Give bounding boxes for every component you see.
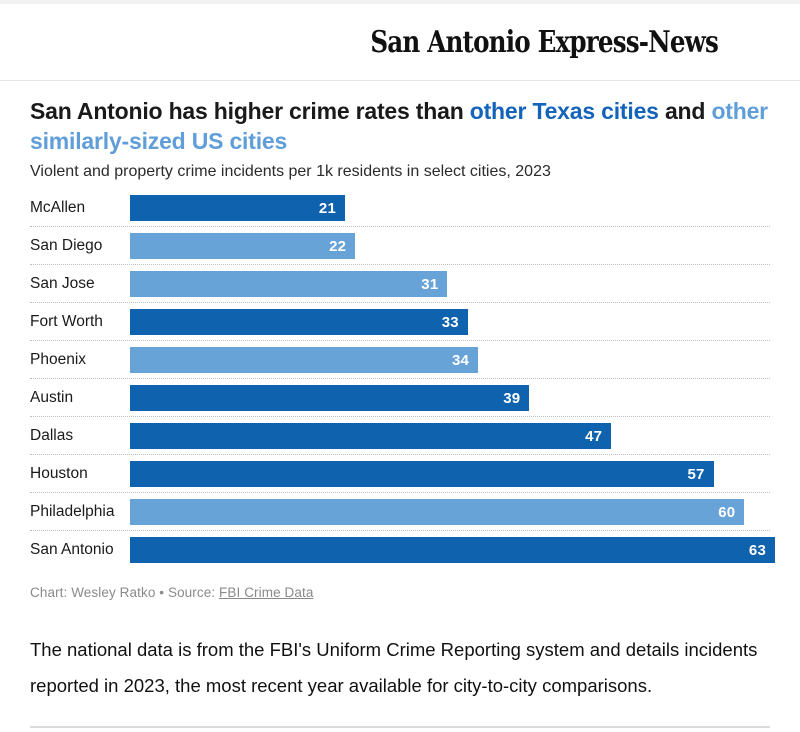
bar-label: San Jose — [30, 275, 95, 292]
bar-track: 57 — [130, 461, 775, 487]
chart-row: San Jose 31 — [30, 271, 770, 303]
headline-highlight-texas: other Texas cities — [469, 98, 659, 124]
bar: 60 — [130, 499, 745, 525]
chart-caption: Chart: Wesley Ratko • Source: FBI Crime … — [30, 585, 770, 600]
bar: 22 — [130, 233, 356, 259]
page-title: San Antonio has higher crime rates than … — [30, 96, 770, 156]
masthead-logo[interactable]: San Antonio Express-News — [370, 24, 719, 60]
bar: 21 — [130, 195, 345, 221]
bar: 63 — [130, 537, 775, 563]
chart-row: Phoenix 34 — [30, 347, 770, 379]
chart-row: San Antonio 63 — [30, 537, 775, 563]
chart-row: Fort Worth 33 — [30, 309, 770, 341]
chart-row: Houston 57 — [30, 461, 770, 493]
bar-label: Phoenix — [30, 351, 87, 368]
source-link[interactable]: FBI Crime Data — [219, 585, 314, 600]
bar-label: Philadelphia — [30, 503, 115, 520]
bar: 39 — [130, 385, 530, 411]
bar-track: 63 — [130, 537, 775, 563]
bar: 57 — [130, 461, 714, 487]
bar-chart: McAllen 21 San Diego 22 San Jose 31 Fort Worth… — [30, 195, 775, 563]
bar-value: 39 — [503, 389, 521, 407]
bar-label: Dallas — [30, 427, 74, 444]
bar-value: 47 — [585, 427, 603, 445]
bar-value: 31 — [421, 275, 439, 293]
bar-label: San Antonio — [30, 541, 114, 558]
bar-track: 33 — [130, 309, 775, 335]
bar-track: 21 — [130, 195, 775, 221]
bottom-divider — [30, 726, 770, 728]
chart-row: San Diego 22 — [30, 233, 770, 265]
bar-track: 31 — [130, 271, 775, 297]
bar: 47 — [130, 423, 612, 449]
bar-value: 21 — [318, 199, 336, 217]
headline-text-2: and — [658, 98, 712, 124]
chart-row: Austin 39 — [30, 385, 770, 417]
bar-value: 63 — [748, 541, 766, 559]
chart-row: Philadelphia 60 — [30, 499, 770, 531]
chart-row: McAllen 21 — [30, 195, 770, 227]
bar-label: San Diego — [30, 237, 103, 254]
top-strip — [0, 0, 800, 4]
bar-value: 33 — [441, 313, 459, 331]
chart-subtitle: Violent and property crime incidents per… — [30, 163, 551, 180]
bar-value: 57 — [687, 465, 705, 483]
chart-row: Dallas 47 — [30, 423, 770, 455]
article-body: San Antonio has higher crime rates than … — [0, 96, 800, 728]
bar-track: 22 — [130, 233, 775, 259]
bar-label: McAllen — [30, 199, 86, 216]
bar-value: 34 — [452, 351, 470, 369]
bar-value: 60 — [718, 503, 736, 521]
headline-highlight-us: other similarly-sized US cities — [30, 98, 768, 154]
chart-rows: McAllen 21 San Diego 22 San Jose 31 Fort Worth… — [30, 195, 775, 563]
caption-credit-text: Chart: Wesley Ratko • Source: — [30, 585, 220, 600]
site-header: San Antonio Express-News — [0, 4, 800, 80]
bar-label: Houston — [30, 465, 88, 482]
bar-track: 60 — [130, 499, 775, 525]
bar-label: Fort Worth — [30, 313, 103, 330]
header-divider — [0, 80, 800, 81]
bar-value: 22 — [329, 237, 347, 255]
bar: 31 — [130, 271, 448, 297]
bar: 34 — [130, 347, 479, 373]
bar-track: 34 — [130, 347, 775, 373]
headline-text-1: San Antonio has higher crime rates than — [30, 98, 470, 124]
bar-track: 39 — [130, 385, 775, 411]
bar-label: Austin — [30, 389, 74, 406]
bar: 33 — [130, 309, 468, 335]
bar-track: 47 — [130, 423, 775, 449]
body-paragraph: The national data is from the FBI's Unif… — [30, 639, 758, 696]
